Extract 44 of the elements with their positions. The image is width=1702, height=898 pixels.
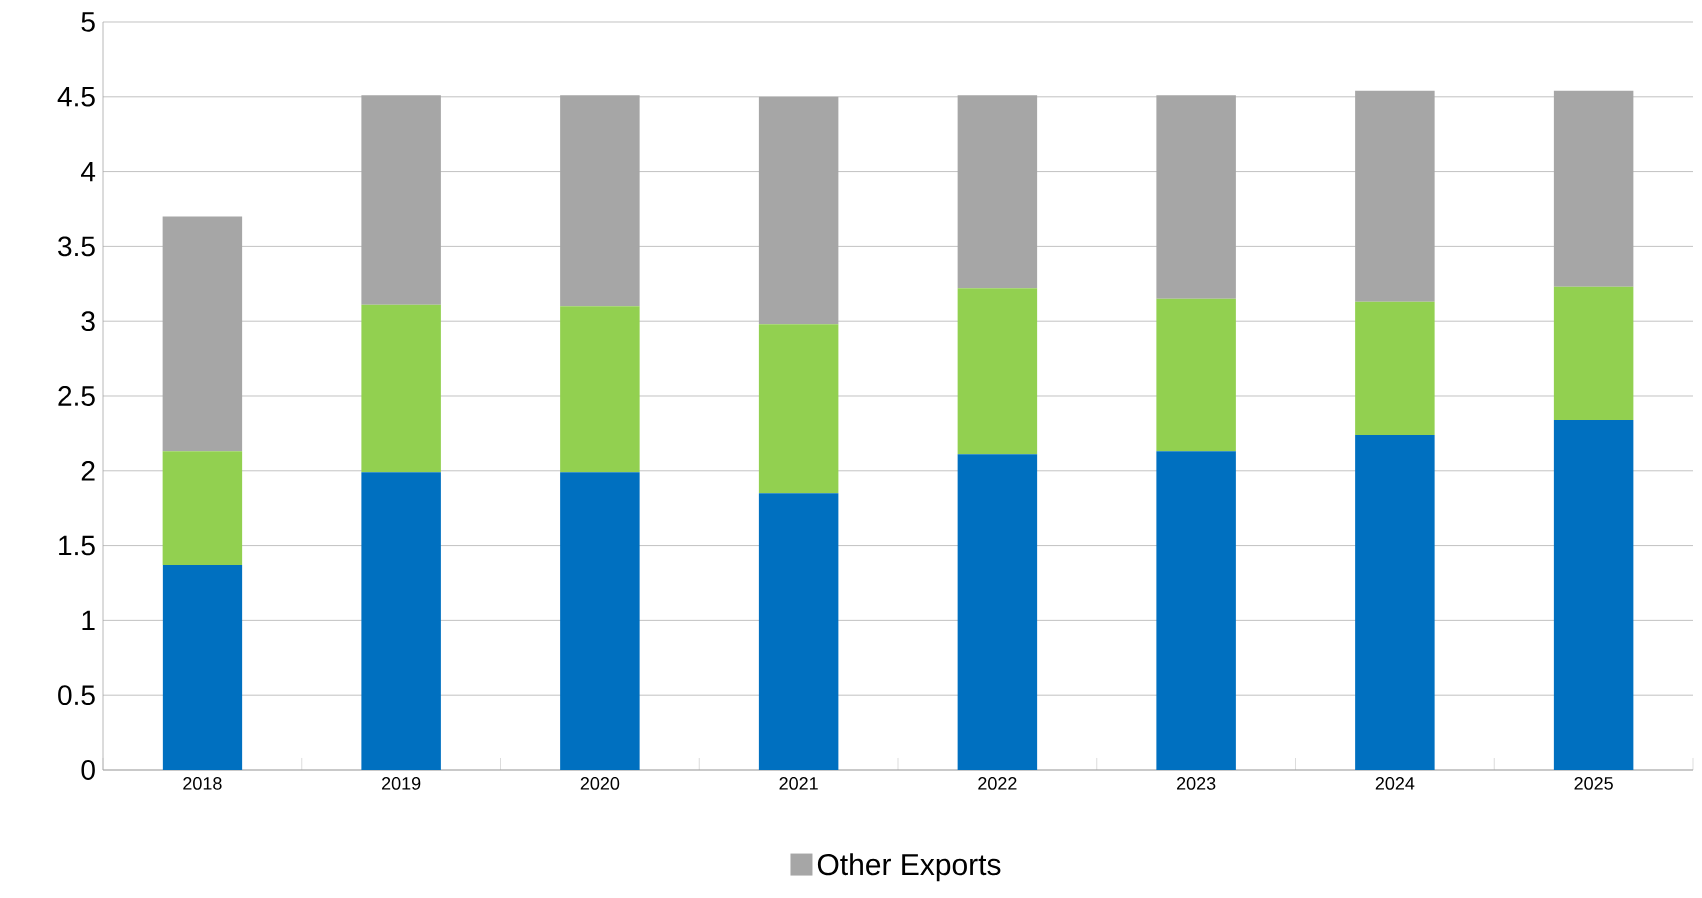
y-tick-label: 1.5: [59, 535, 95, 556]
bar: [361, 472, 441, 770]
bar: [361, 95, 441, 305]
y-tick-label: 2.5: [58, 386, 95, 406]
bar: [758, 493, 839, 770]
bar: [758, 324, 839, 494]
x-tick-label: 2020: [580, 777, 620, 790]
bar: [560, 306, 640, 473]
bar: [560, 95, 640, 307]
bar: [560, 472, 640, 770]
bar: [1156, 451, 1236, 770]
y-tick-label: 0: [81, 760, 95, 780]
x-tick-label: 2021: [779, 777, 818, 790]
bar: [758, 96, 839, 325]
bar: [1355, 434, 1435, 770]
x-tick-label: 2022: [978, 777, 1017, 790]
y-tick-label: 1: [82, 610, 95, 631]
x-tick-label: 2019: [382, 777, 421, 790]
x-tick-label: 2024: [1375, 777, 1415, 790]
y-tick-label: 3.5: [58, 236, 95, 257]
bar: [162, 565, 243, 770]
bar: [957, 95, 1038, 289]
y-tick-label: 2: [81, 460, 95, 481]
bar: [162, 216, 243, 452]
bar: [1156, 95, 1236, 299]
bar: [957, 288, 1038, 455]
x-tick-label: 2018: [183, 777, 222, 790]
bar: [1156, 298, 1236, 452]
x-tick-label: 2025: [1574, 777, 1613, 790]
bar: [162, 451, 243, 566]
y-tick-label: 4.5: [57, 87, 95, 107]
y-tick-label: 5: [81, 12, 95, 32]
bar: [1553, 419, 1634, 770]
bar: [1355, 301, 1435, 435]
y-tick-label: 0.5: [58, 685, 95, 706]
y-tick-label: 3: [81, 311, 95, 332]
x-tick-label: 2023: [1177, 777, 1216, 790]
legend-label: Other Exports: [817, 853, 1001, 882]
bar: [361, 304, 441, 473]
bar: [1355, 90, 1435, 302]
bar: [957, 454, 1038, 770]
bar: [1553, 286, 1634, 420]
y-tick-label: 4: [81, 161, 96, 182]
bar: [1553, 90, 1634, 287]
